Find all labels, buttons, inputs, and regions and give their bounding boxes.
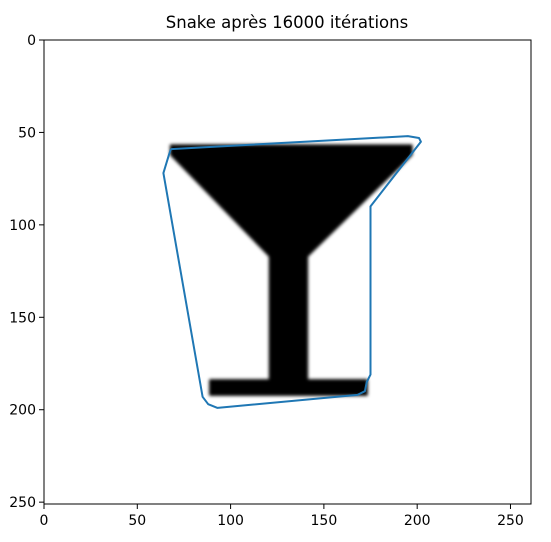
- y-tick-label: 250: [9, 495, 36, 511]
- x-tick-label: 0: [40, 513, 49, 529]
- y-tick-label: 0: [27, 33, 36, 49]
- snake-contour-line: [162, 135, 422, 409]
- image-glass-silhouette: [169, 144, 413, 396]
- axes-frame: [43, 39, 532, 505]
- x-tick-label: 100: [217, 513, 244, 529]
- chart-title: Snake après 16000 itérations: [166, 13, 408, 32]
- x-tick-label: 250: [497, 513, 524, 529]
- x-tick-label: 200: [404, 513, 431, 529]
- y-tick-label: 50: [18, 125, 36, 141]
- x-tick-label: 50: [128, 513, 146, 529]
- y-tick-label: 100: [9, 218, 36, 234]
- glass-base: [209, 379, 368, 396]
- y-tick-label: 150: [9, 310, 36, 326]
- glass-stem: [268, 255, 309, 382]
- x-tick-label: 150: [311, 513, 338, 529]
- y-tick-label: 200: [9, 403, 36, 419]
